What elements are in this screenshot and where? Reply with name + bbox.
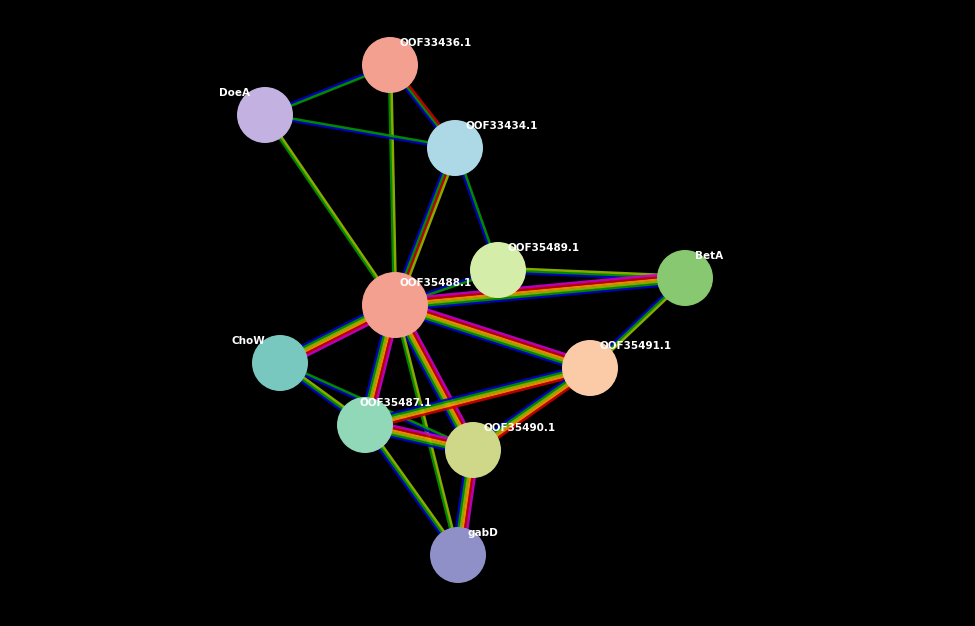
Text: BetA: BetA: [695, 251, 723, 261]
Circle shape: [337, 397, 393, 453]
Text: OOF35489.1: OOF35489.1: [508, 243, 580, 253]
Circle shape: [430, 527, 486, 583]
Circle shape: [470, 242, 526, 298]
Circle shape: [237, 87, 293, 143]
Text: OOF35488.1: OOF35488.1: [400, 278, 472, 288]
Text: gabD: gabD: [468, 528, 499, 538]
Circle shape: [362, 37, 418, 93]
Circle shape: [657, 250, 713, 306]
Circle shape: [362, 272, 428, 338]
Text: OOF35490.1: OOF35490.1: [483, 423, 555, 433]
Text: OOF35491.1: OOF35491.1: [600, 341, 672, 351]
Circle shape: [562, 340, 618, 396]
Circle shape: [445, 422, 501, 478]
Text: DoeA: DoeA: [219, 88, 250, 98]
Text: OOF35487.1: OOF35487.1: [360, 398, 432, 408]
Text: OOF33434.1: OOF33434.1: [465, 121, 537, 131]
Circle shape: [427, 120, 483, 176]
Text: OOF33436.1: OOF33436.1: [400, 38, 472, 48]
Text: ChoW: ChoW: [231, 336, 265, 346]
Circle shape: [252, 335, 308, 391]
